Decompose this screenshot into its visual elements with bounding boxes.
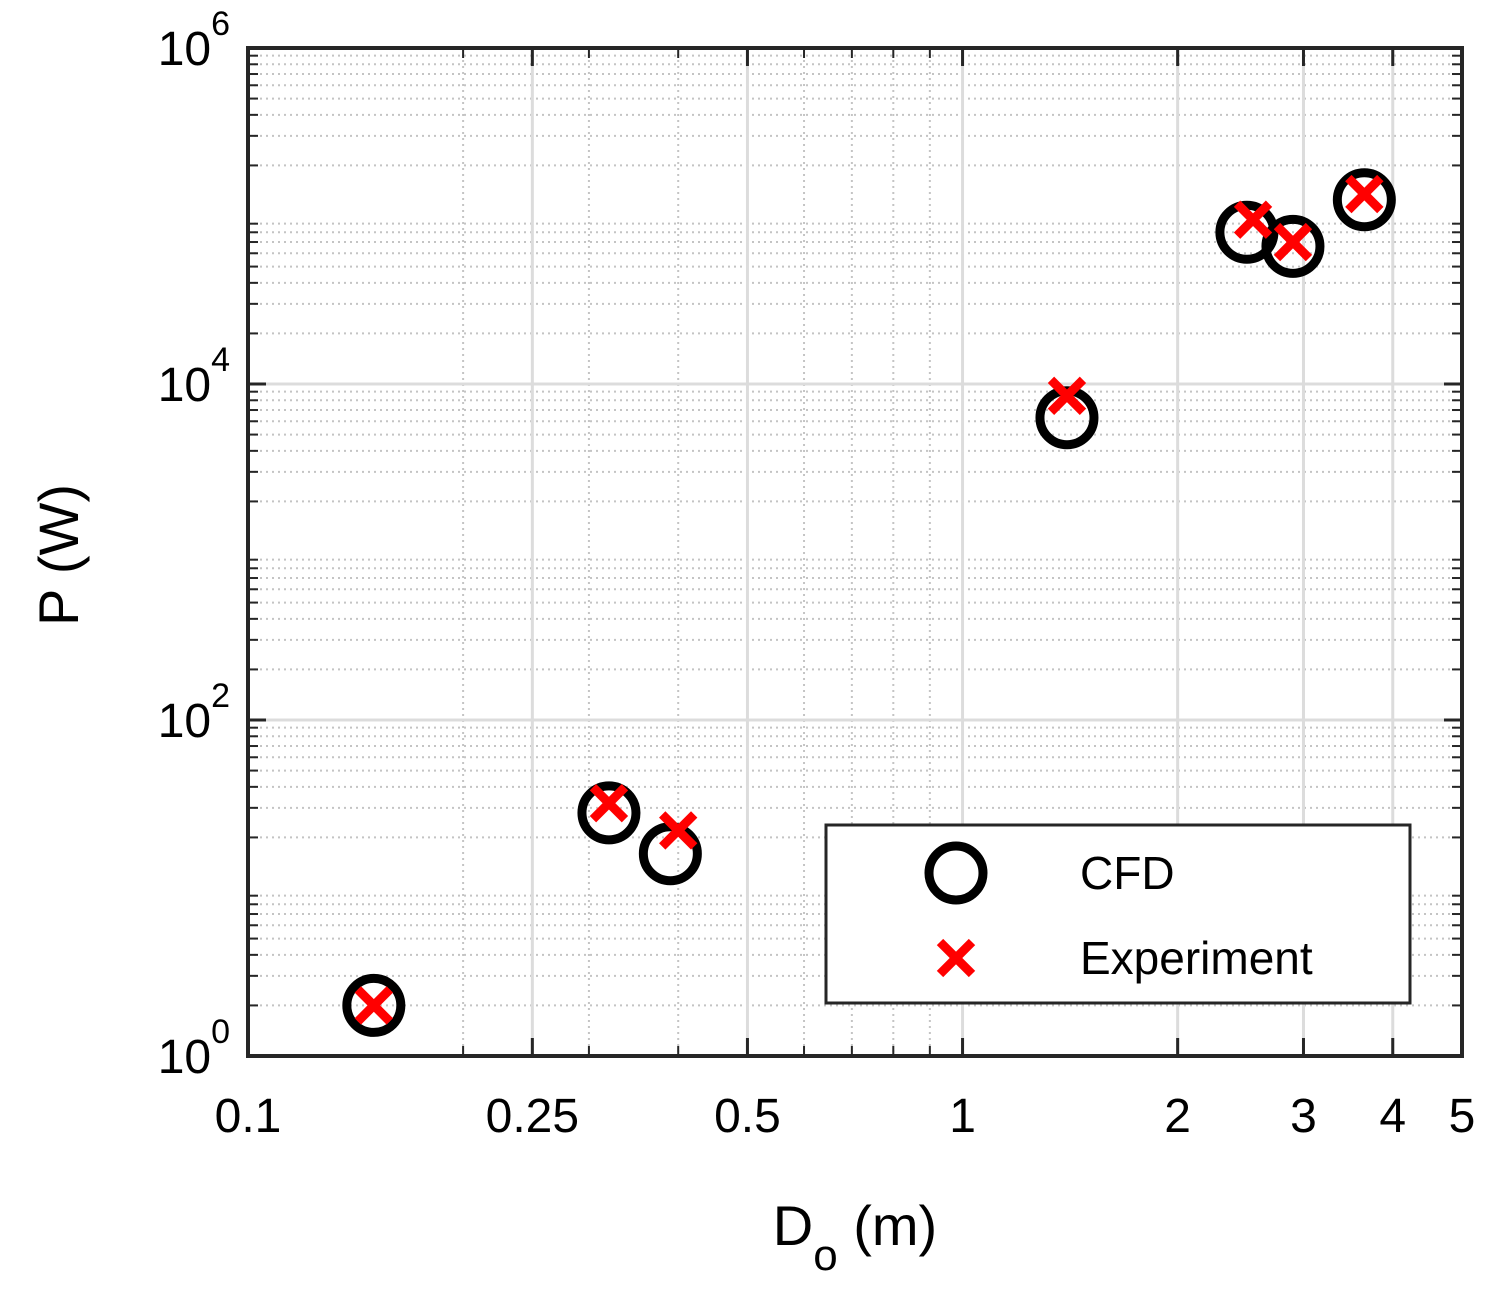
experiment-point-stroke xyxy=(589,783,629,823)
y-tick-label: 100 xyxy=(158,1013,230,1084)
cfd-point xyxy=(1332,168,1396,232)
y-tick-base: 10 xyxy=(158,695,211,748)
y-tick-exponent: 4 xyxy=(211,341,230,379)
cfd-point xyxy=(577,781,641,845)
experiment-point-stroke xyxy=(354,986,394,1025)
experiment-point xyxy=(659,811,698,850)
x-tick-label: 0.25 xyxy=(486,1090,579,1143)
x-tick-label: 0.5 xyxy=(714,1090,781,1143)
legend-marker-cfd xyxy=(924,841,988,905)
cfd-point xyxy=(1261,214,1325,278)
x-axis-label-main: D xyxy=(773,1194,813,1257)
experiment-point-stroke xyxy=(1273,222,1313,262)
legend-label-cfd: CFD xyxy=(1080,847,1175,899)
legend-items: CFD Experiment xyxy=(924,841,1313,984)
x-tick-labels: 0.1 0.25 0.5 1 2 3 4 5 xyxy=(215,1090,1476,1143)
experiment-point-stroke xyxy=(1345,174,1384,214)
x-tick-label: 1 xyxy=(949,1090,976,1143)
y-tick-exponent: 6 xyxy=(211,5,230,43)
plot-frame xyxy=(246,46,1464,1058)
y-tick-exponent: 2 xyxy=(211,677,230,715)
y-axis-label: P (W) xyxy=(27,484,90,626)
x-tick-label: 5 xyxy=(1449,1090,1476,1143)
legend-marker-experiment xyxy=(936,938,976,978)
y-tick-label: 106 xyxy=(158,5,230,76)
experiment-point xyxy=(354,986,394,1025)
experiment-point-stroke xyxy=(1233,200,1273,239)
y-tick-base: 10 xyxy=(158,359,211,412)
cfd-point xyxy=(342,973,406,1037)
x-axis-label-sub: o xyxy=(813,1231,837,1280)
y-tick-base: 10 xyxy=(158,23,211,76)
y-tick-base: 10 xyxy=(158,1031,211,1084)
experiment-point-stroke xyxy=(1047,376,1087,416)
experiment-point-stroke xyxy=(659,811,698,850)
experiment-point xyxy=(1345,174,1384,214)
legend-label-experiment: Experiment xyxy=(1080,932,1313,984)
legend: CFD Experiment xyxy=(824,823,1412,1005)
x-axis-label: Do (m) xyxy=(773,1194,937,1280)
experiment-point xyxy=(1233,200,1273,239)
y-tick-exponent: 0 xyxy=(211,1013,230,1051)
y-tick-label: 102 xyxy=(158,677,230,748)
legend-marker-experiment-stroke xyxy=(936,938,976,978)
experiment-point xyxy=(589,783,629,823)
experiment-point xyxy=(1273,222,1313,262)
experiment-point xyxy=(1047,376,1087,416)
x-tick-label: 0.1 xyxy=(215,1090,282,1143)
legend-box xyxy=(824,823,1412,1005)
data-markers xyxy=(342,168,1396,1037)
y-tick-label: 104 xyxy=(158,341,230,412)
x-tick-label: 2 xyxy=(1164,1090,1191,1143)
x-tick-label: 4 xyxy=(1379,1090,1406,1143)
axis-ticks xyxy=(246,46,1464,1058)
x-tick-label: 3 xyxy=(1290,1090,1317,1143)
x-axis-label-unit: (m) xyxy=(838,1194,938,1257)
